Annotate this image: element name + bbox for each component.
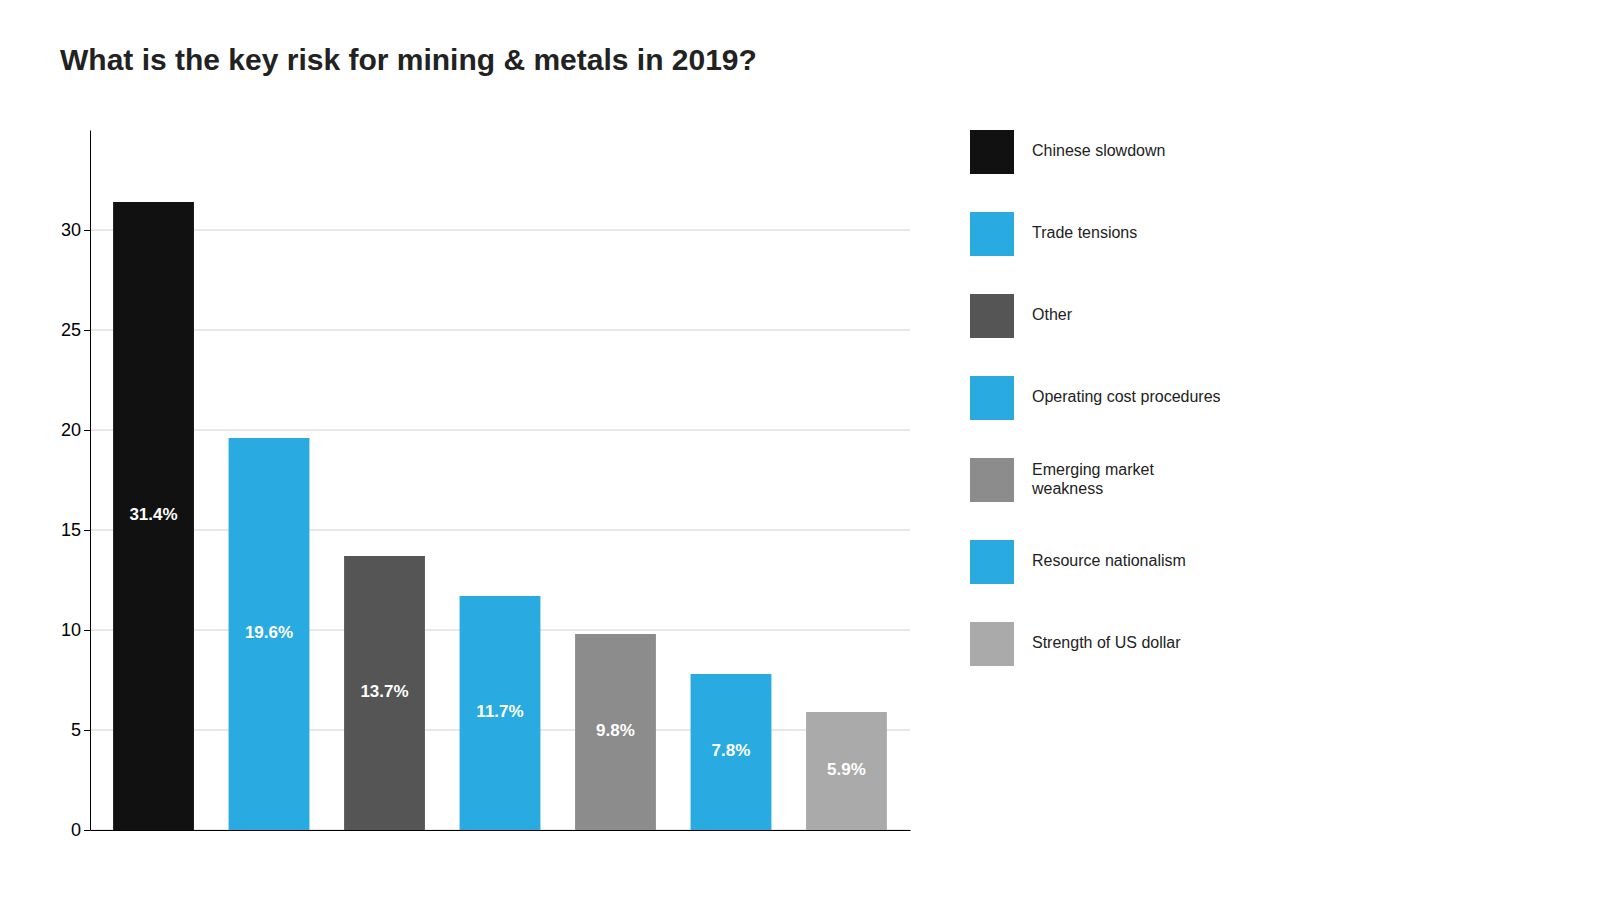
y-tick-mark	[84, 230, 90, 231]
legend-item: Chinese slowdown	[970, 130, 1165, 174]
grid-line	[90, 330, 910, 331]
legend-swatch	[970, 212, 1014, 256]
legend-label: Operating cost procedures	[1032, 388, 1221, 405]
y-tick-label: 30	[61, 220, 81, 240]
y-tick-mark	[84, 430, 90, 431]
x-axis-line	[91, 830, 911, 831]
chart: What is the key risk for mining & metals…	[0, 0, 1600, 900]
bar	[344, 556, 425, 830]
y-tick-label: 15	[61, 520, 81, 540]
bar	[575, 634, 656, 830]
y-tick: 10	[61, 620, 90, 640]
legend-item: Operating cost procedures	[970, 376, 1221, 420]
data-label: 11.7%	[476, 702, 523, 721]
data-label: 5.9%	[827, 760, 866, 779]
y-tick: 20	[61, 420, 90, 440]
x-axis	[91, 830, 911, 831]
y-axis-line	[90, 131, 91, 831]
y-tick: 5	[71, 720, 90, 740]
y-tick-mark	[84, 630, 90, 631]
legend-label: Trade tensions	[1032, 224, 1137, 241]
legend-item: Emerging marketweakness	[970, 458, 1154, 502]
y-tick-label: 0	[71, 820, 81, 840]
legend-label: Other	[1032, 306, 1073, 323]
legend-swatch	[970, 458, 1014, 502]
y-tick: 15	[61, 520, 90, 540]
data-label: 7.8%	[712, 741, 751, 760]
grid	[90, 230, 910, 830]
data-label: 31.4%	[129, 505, 177, 524]
legend-swatch	[970, 622, 1014, 666]
legend-item: Trade tensions	[970, 212, 1137, 256]
legend-item: Other	[970, 294, 1073, 338]
y-axis: 0 5 10 15 20 25 30	[61, 131, 91, 841]
legend-label: Emerging marketweakness	[1031, 461, 1154, 497]
y-tick-mark	[84, 830, 90, 831]
y-tick-mark	[84, 730, 90, 731]
bar	[113, 202, 194, 830]
bars	[113, 202, 887, 830]
legend-label: Chinese slowdown	[1032, 142, 1165, 159]
legend-swatch	[970, 130, 1014, 174]
grid-line	[90, 430, 910, 431]
y-tick: 0	[71, 820, 90, 840]
data-label: 19.6%	[245, 623, 293, 642]
y-tick: 30	[61, 220, 90, 240]
bar	[229, 438, 310, 830]
plot: 31.4% 19.6% 13.7% 11.7% 9.8% 7.8% 5.9% 0 5 10 15 20…	[61, 131, 911, 841]
y-tick-mark	[84, 330, 90, 331]
data-labels: 31.4% 19.6% 13.7% 11.7% 9.8% 7.8% 5.9%	[129, 505, 865, 779]
y-tick-mark	[84, 530, 90, 531]
legend-swatch	[970, 294, 1014, 338]
legend-item: Strength of US dollar	[970, 622, 1181, 666]
legend-label: Resource nationalism	[1032, 552, 1186, 569]
bar	[691, 674, 772, 830]
legend-swatch	[970, 376, 1014, 420]
title: What is the key risk for mining & metals…	[60, 43, 757, 76]
grid-line	[90, 230, 910, 231]
data-label: 13.7%	[360, 682, 408, 701]
grid-line	[90, 530, 910, 531]
legend: Chinese slowdown Trade tensions Other Opera…	[970, 130, 1221, 666]
y-tick-label: 25	[61, 320, 81, 340]
bar	[806, 712, 887, 830]
y-tick-label: 10	[61, 620, 81, 640]
bar	[460, 596, 541, 830]
legend-swatch	[970, 540, 1014, 584]
data-label: 9.8%	[596, 721, 635, 740]
y-tick: 25	[61, 320, 90, 340]
legend-label: Strength of US dollar	[1032, 634, 1181, 651]
legend-item: Resource nationalism	[970, 540, 1186, 584]
y-tick-label: 5	[71, 720, 81, 740]
y-tick-label: 20	[61, 420, 81, 440]
